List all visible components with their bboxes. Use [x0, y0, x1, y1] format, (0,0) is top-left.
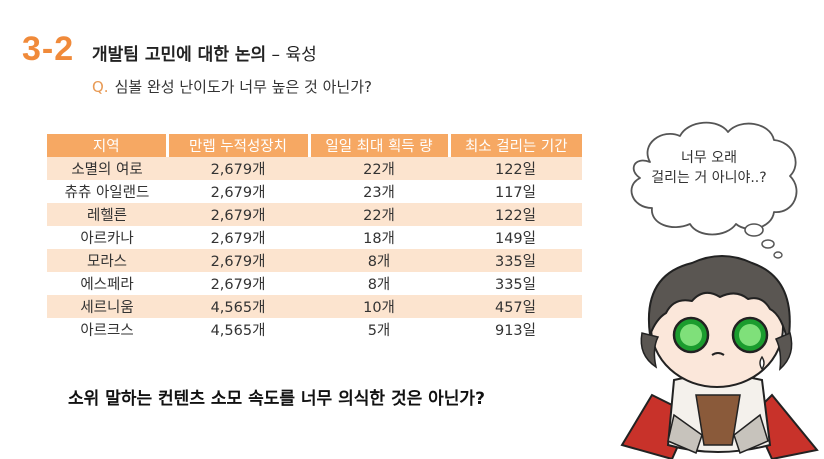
cell-max-growth: 4,565개 [167, 295, 309, 318]
section-title-dash: – [266, 45, 286, 65]
table-row: 츄츄 아일랜드 2,679개 23개 117일 [47, 180, 582, 203]
bubble-line-1: 너무 오래 [681, 150, 737, 166]
cell-daily-max: 22개 [309, 157, 449, 180]
cell-max-growth: 4,565개 [167, 318, 309, 341]
cell-min-days: 149일 [449, 226, 582, 249]
table-row: 레헬른 2,679개 22개 122일 [47, 203, 582, 226]
cell-max-growth: 2,679개 [167, 180, 309, 203]
cell-daily-max: 8개 [309, 272, 449, 295]
question-marker: Q. [92, 78, 109, 96]
question: Q. 심볼 완성 난이도가 너무 높은 것 아닌가? [92, 76, 372, 97]
section-title: 개발팀 고민에 대한 논의 – 육성 [92, 40, 317, 65]
cell-daily-max: 22개 [309, 203, 449, 226]
table-row: 세르니움 4,565개 10개 457일 [47, 295, 582, 318]
column-header-min-days: 최소 걸리는 기간 [449, 134, 582, 157]
cell-max-growth: 2,679개 [167, 157, 309, 180]
table-header-row: 지역 만렙 누적성장치 일일 최대 획득 량 최소 걸리는 기간 [47, 134, 582, 157]
table-row: 에스페라 2,679개 8개 335일 [47, 272, 582, 295]
cell-region: 아르크스 [47, 318, 167, 341]
cell-region: 에스페라 [47, 272, 167, 295]
cell-min-days: 335일 [449, 249, 582, 272]
cell-min-days: 117일 [449, 180, 582, 203]
thought-bubble [630, 121, 798, 259]
section-title-main: 개발팀 고민에 대한 논의 [92, 45, 267, 65]
cell-region: 츄츄 아일랜드 [47, 180, 167, 203]
cell-daily-max: 8개 [309, 249, 449, 272]
cell-min-days: 457일 [449, 295, 582, 318]
column-header-region: 지역 [47, 134, 169, 157]
cell-daily-max: 18개 [309, 226, 449, 249]
question-text: 심볼 완성 난이도가 너무 높은 것 아닌가? [114, 78, 372, 96]
cell-max-growth: 2,679개 [167, 249, 309, 272]
cell-region: 소멸의 여로 [47, 157, 167, 180]
section-subtitle: 육성 [285, 45, 317, 65]
cell-max-growth: 2,679개 [167, 272, 309, 295]
cell-min-days: 122일 [449, 157, 582, 180]
table-row: 아르크스 4,565개 5개 913일 [47, 318, 582, 341]
column-header-daily-max: 일일 최대 획득 량 [309, 134, 451, 157]
section-number: 3-2 [22, 30, 75, 68]
cell-region: 모라스 [47, 249, 167, 272]
chibi-character-icon [620, 255, 819, 459]
cell-max-growth: 2,679개 [167, 226, 309, 249]
cell-region: 레헬른 [47, 203, 167, 226]
cell-region: 아르카나 [47, 226, 167, 249]
cell-max-growth: 2,679개 [167, 203, 309, 226]
symbol-growth-table: 지역 만렙 누적성장치 일일 최대 획득 량 최소 걸리는 기간 소멸의 여로 … [47, 134, 582, 341]
cell-min-days: 335일 [449, 272, 582, 295]
bottom-question: 소위 말하는 컨텐츠 소모 속도를 너무 의식한 것은 아닌가? [68, 389, 485, 409]
cell-daily-max: 5개 [309, 318, 449, 341]
table-row: 소멸의 여로 2,679개 22개 122일 [47, 157, 582, 180]
cell-min-days: 913일 [449, 318, 582, 341]
thought-bubble-text: 너무 오래 걸리는 거 아니야..? [644, 148, 774, 188]
cell-region: 세르니움 [47, 295, 167, 318]
cell-daily-max: 10개 [309, 295, 449, 318]
table-row: 모라스 2,679개 8개 335일 [47, 249, 582, 272]
cell-min-days: 122일 [449, 203, 582, 226]
table-row: 아르카나 2,679개 18개 149일 [47, 226, 582, 249]
cell-daily-max: 23개 [309, 180, 449, 203]
column-header-max-growth: 만렙 누적성장치 [167, 134, 311, 157]
bubble-line-2: 걸리는 거 아니야..? [651, 170, 767, 186]
